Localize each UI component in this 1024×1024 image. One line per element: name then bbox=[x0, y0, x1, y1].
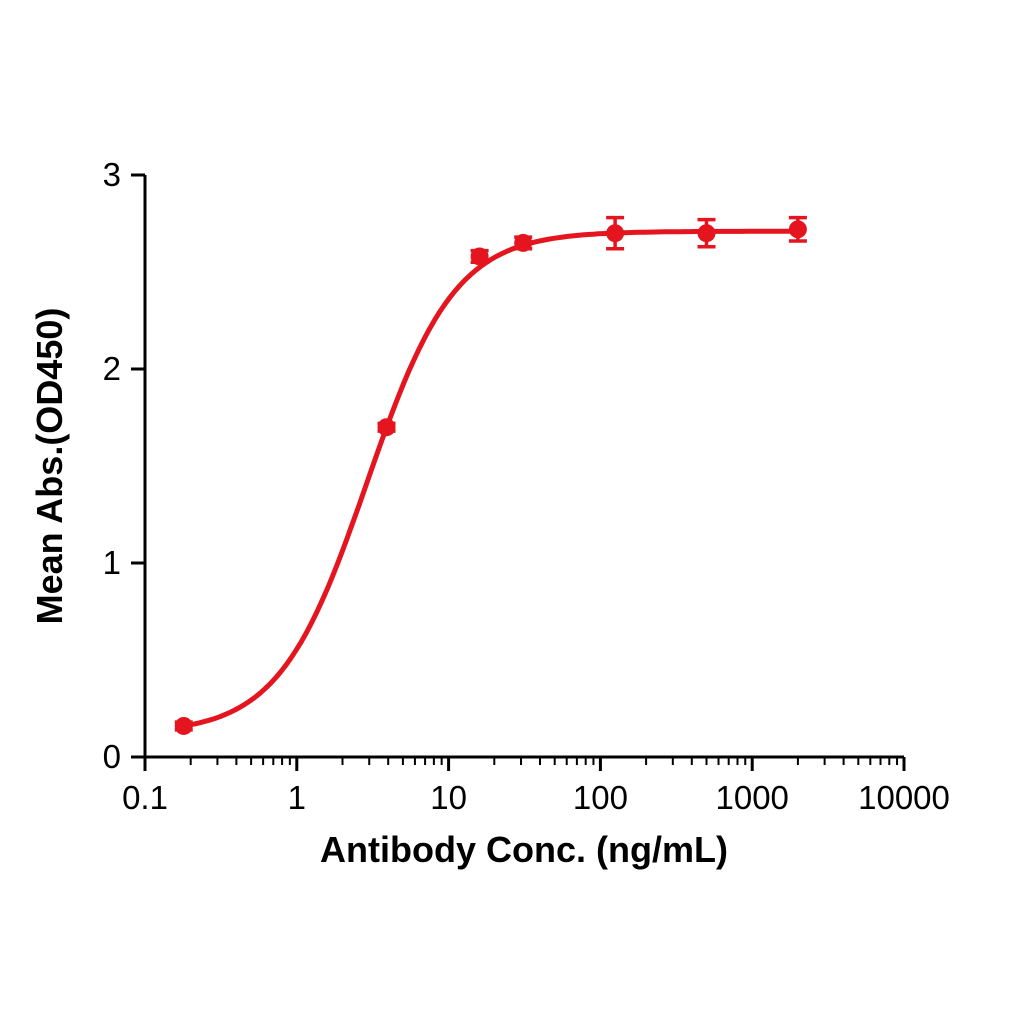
x-tick-label: 1000 bbox=[715, 779, 788, 816]
x-tick-label: 0.1 bbox=[122, 779, 168, 816]
data-point bbox=[788, 220, 807, 239]
plot-area: 0.1 1 10 100 1000 10000 0 1 2 3 bbox=[103, 156, 950, 816]
y-tick-label: 0 bbox=[103, 738, 121, 775]
data-point bbox=[514, 233, 533, 252]
x-axis-title: Antibody Conc. (ng/mL) bbox=[320, 829, 728, 870]
data-point bbox=[174, 716, 193, 735]
y-tick-label: 2 bbox=[103, 350, 121, 387]
fit-curve bbox=[181, 228, 801, 729]
data-point bbox=[697, 224, 716, 243]
x-tick-label: 1 bbox=[288, 779, 306, 816]
x-tick-label: 10 bbox=[430, 779, 467, 816]
data-point bbox=[606, 224, 625, 243]
x-tick-label: 100 bbox=[573, 779, 628, 816]
y-axis-title: Mean Abs.(OD450) bbox=[29, 308, 70, 625]
x-tick-label: 10000 bbox=[858, 779, 950, 816]
y-tick-label: 3 bbox=[103, 156, 121, 193]
data-point bbox=[470, 247, 489, 266]
y-tick-label: 1 bbox=[103, 544, 121, 581]
data-point bbox=[377, 418, 396, 437]
